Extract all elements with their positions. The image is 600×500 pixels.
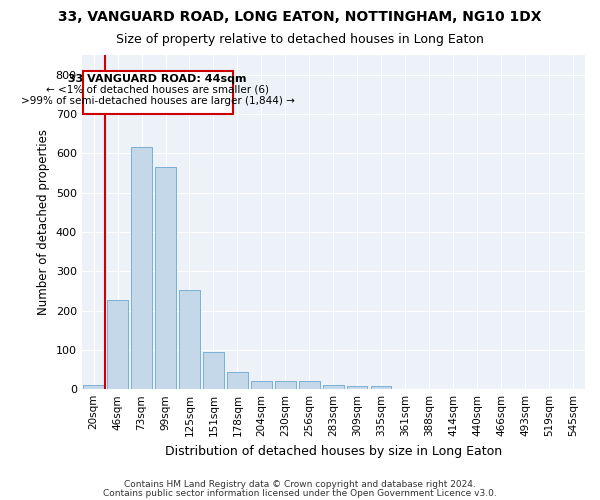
Y-axis label: Number of detached properties: Number of detached properties [37,129,50,315]
Bar [107,300,128,389]
Text: Contains public sector information licensed under the Open Government Licence v3: Contains public sector information licen… [103,489,497,498]
Bar [299,382,320,389]
Bar [323,385,344,389]
Bar [155,167,176,389]
Text: >99% of semi-detached houses are larger (1,844) →: >99% of semi-detached houses are larger … [21,96,295,106]
Bar [131,146,152,389]
Text: 33, VANGUARD ROAD, LONG EATON, NOTTINGHAM, NG10 1DX: 33, VANGUARD ROAD, LONG EATON, NOTTINGHA… [58,10,542,24]
Bar [227,372,248,389]
Text: Size of property relative to detached houses in Long Eaton: Size of property relative to detached ho… [116,32,484,46]
Text: Contains HM Land Registry data © Crown copyright and database right 2024.: Contains HM Land Registry data © Crown c… [124,480,476,489]
Bar [179,290,200,389]
X-axis label: Distribution of detached houses by size in Long Eaton: Distribution of detached houses by size … [165,444,502,458]
Text: ← <1% of detached houses are smaller (6): ← <1% of detached houses are smaller (6) [46,85,269,95]
FancyBboxPatch shape [83,70,233,114]
Bar [251,382,272,389]
Bar [83,385,104,389]
Bar [371,386,391,389]
Bar [347,386,367,389]
Bar [203,352,224,389]
Bar [275,382,296,389]
Text: 33 VANGUARD ROAD: 44sqm: 33 VANGUARD ROAD: 44sqm [68,74,247,84]
